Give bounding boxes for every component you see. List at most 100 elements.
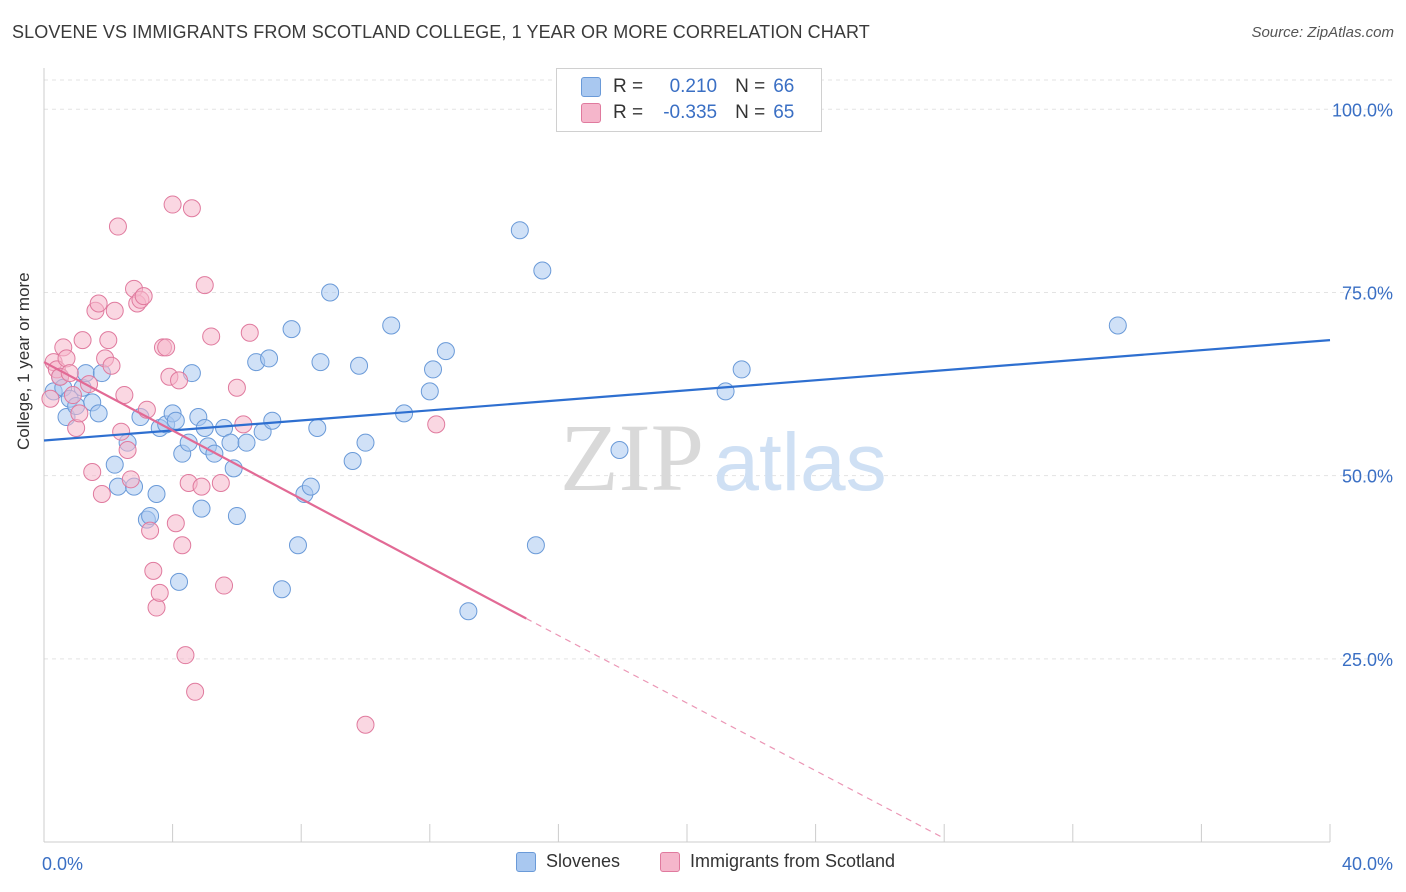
point-scotland [57, 349, 76, 368]
series-legend: Slovenes Immigrants from Scotland [0, 851, 1406, 879]
point-scotland [118, 441, 137, 460]
point-slovenes [1108, 316, 1127, 335]
point-scotland [112, 422, 131, 441]
legend-label-slovenes: Slovenes [546, 851, 621, 871]
point-scotland [150, 583, 169, 602]
chart-title: SLOVENE VS IMMIGRANTS FROM SCOTLAND COLL… [12, 22, 870, 42]
point-scotland [186, 682, 205, 701]
point-slovenes [321, 283, 340, 302]
point-slovenes [288, 536, 307, 555]
y-tick-label: 75.0% [1342, 283, 1393, 303]
point-scotland [173, 536, 192, 555]
legend-n-value: 65 [773, 102, 795, 123]
legend-label-scotland: Immigrants from Scotland [690, 851, 896, 871]
point-slovenes [301, 477, 320, 496]
point-slovenes [382, 316, 401, 335]
legend-item-scotland[interactable]: Immigrants from Scotland [660, 851, 895, 872]
point-scotland [41, 389, 60, 408]
legend-row-slovenes: R = 0.210 N = 66 [581, 75, 794, 99]
point-slovenes [311, 353, 330, 372]
point-scotland [182, 199, 201, 218]
point-scotland [215, 576, 234, 595]
x-tick-label: 40.0% [1342, 854, 1393, 874]
point-slovenes [192, 499, 211, 518]
point-scotland [240, 323, 259, 342]
point-scotland [102, 356, 121, 375]
point-scotland [356, 715, 375, 734]
point-scotland [144, 561, 163, 580]
point-slovenes [716, 382, 735, 401]
point-slovenes [526, 536, 545, 555]
point-scotland [70, 404, 89, 423]
point-slovenes [105, 455, 124, 474]
point-scotland [147, 598, 166, 617]
point-scotland [73, 331, 92, 350]
point-scotland [157, 338, 176, 357]
legend-swatch-scotland [581, 103, 601, 123]
point-scotland [176, 646, 195, 665]
point-slovenes [147, 484, 166, 503]
point-scotland [427, 415, 446, 434]
point-scotland [115, 386, 134, 405]
legend-r-value: 0.210 [669, 76, 718, 97]
point-scotland [92, 484, 111, 503]
trend-line-slovenes [43, 339, 1331, 442]
legend-item-slovenes[interactable]: Slovenes [516, 851, 620, 872]
point-slovenes [308, 419, 327, 438]
point-scotland [141, 521, 160, 540]
point-scotland [105, 301, 124, 320]
point-slovenes [263, 411, 282, 430]
point-scotland [202, 327, 221, 346]
y-tick-label: 100.0% [1332, 100, 1393, 120]
point-slovenes [459, 602, 478, 621]
point-slovenes [170, 572, 189, 591]
watermark-atlas: atlas [713, 417, 886, 508]
grid-lines [44, 79, 1392, 660]
point-slovenes [533, 261, 552, 280]
y-tick-label: 25.0% [1342, 650, 1393, 670]
y-tick-label: 50.0% [1342, 467, 1393, 487]
legend-swatch-slovenes [581, 77, 601, 97]
point-slovenes [227, 506, 246, 525]
point-scotland [192, 477, 211, 496]
x-tick-label: 0.0% [42, 854, 83, 874]
point-scotland [163, 195, 182, 214]
point-slovenes [356, 433, 375, 452]
legend-n-label: N = [735, 76, 766, 97]
legend-r-value: -0.335 [663, 102, 718, 123]
point-slovenes [610, 441, 629, 460]
legend-r-label: R = [613, 76, 644, 97]
source-label: Source: ZipAtlas.com [1251, 24, 1394, 41]
legend-n-label: N = [735, 102, 766, 123]
point-scotland [211, 473, 230, 492]
point-slovenes [166, 411, 185, 430]
point-scotland [89, 294, 108, 313]
point-slovenes [237, 433, 256, 452]
trend-lines [43, 339, 1331, 839]
point-scotland [99, 331, 118, 350]
legend-n-value: 66 [773, 76, 795, 97]
point-scotland [195, 276, 214, 295]
point-slovenes [260, 349, 279, 368]
point-slovenes [420, 382, 439, 401]
legend-row-scotland: R = -0.335 N = 65 [581, 101, 794, 125]
point-scotland [63, 386, 82, 405]
point-slovenes [350, 356, 369, 375]
point-scotland [170, 371, 189, 390]
watermark-zip: ZIP [560, 404, 704, 511]
correlation-legend: R = 0.210 N = 66 R = -0.335 N = 65 [556, 68, 822, 132]
point-slovenes [510, 221, 529, 240]
point-slovenes [732, 360, 751, 379]
point-slovenes [221, 433, 240, 452]
point-slovenes [272, 580, 291, 599]
legend-swatch-slovenes [516, 851, 536, 872]
trend-extension-scotland [525, 617, 945, 839]
point-scotland [166, 514, 185, 533]
zipatlas-watermark: ZIP atlas [560, 404, 887, 511]
trend-line-scotland [43, 361, 527, 620]
axes [43, 68, 1331, 843]
tick-labels: 25.0% 50.0% 75.0% 100.0% 0.0% 40.0% [42, 100, 1393, 874]
point-slovenes [89, 404, 108, 423]
legend-r-label: R = [613, 102, 644, 123]
